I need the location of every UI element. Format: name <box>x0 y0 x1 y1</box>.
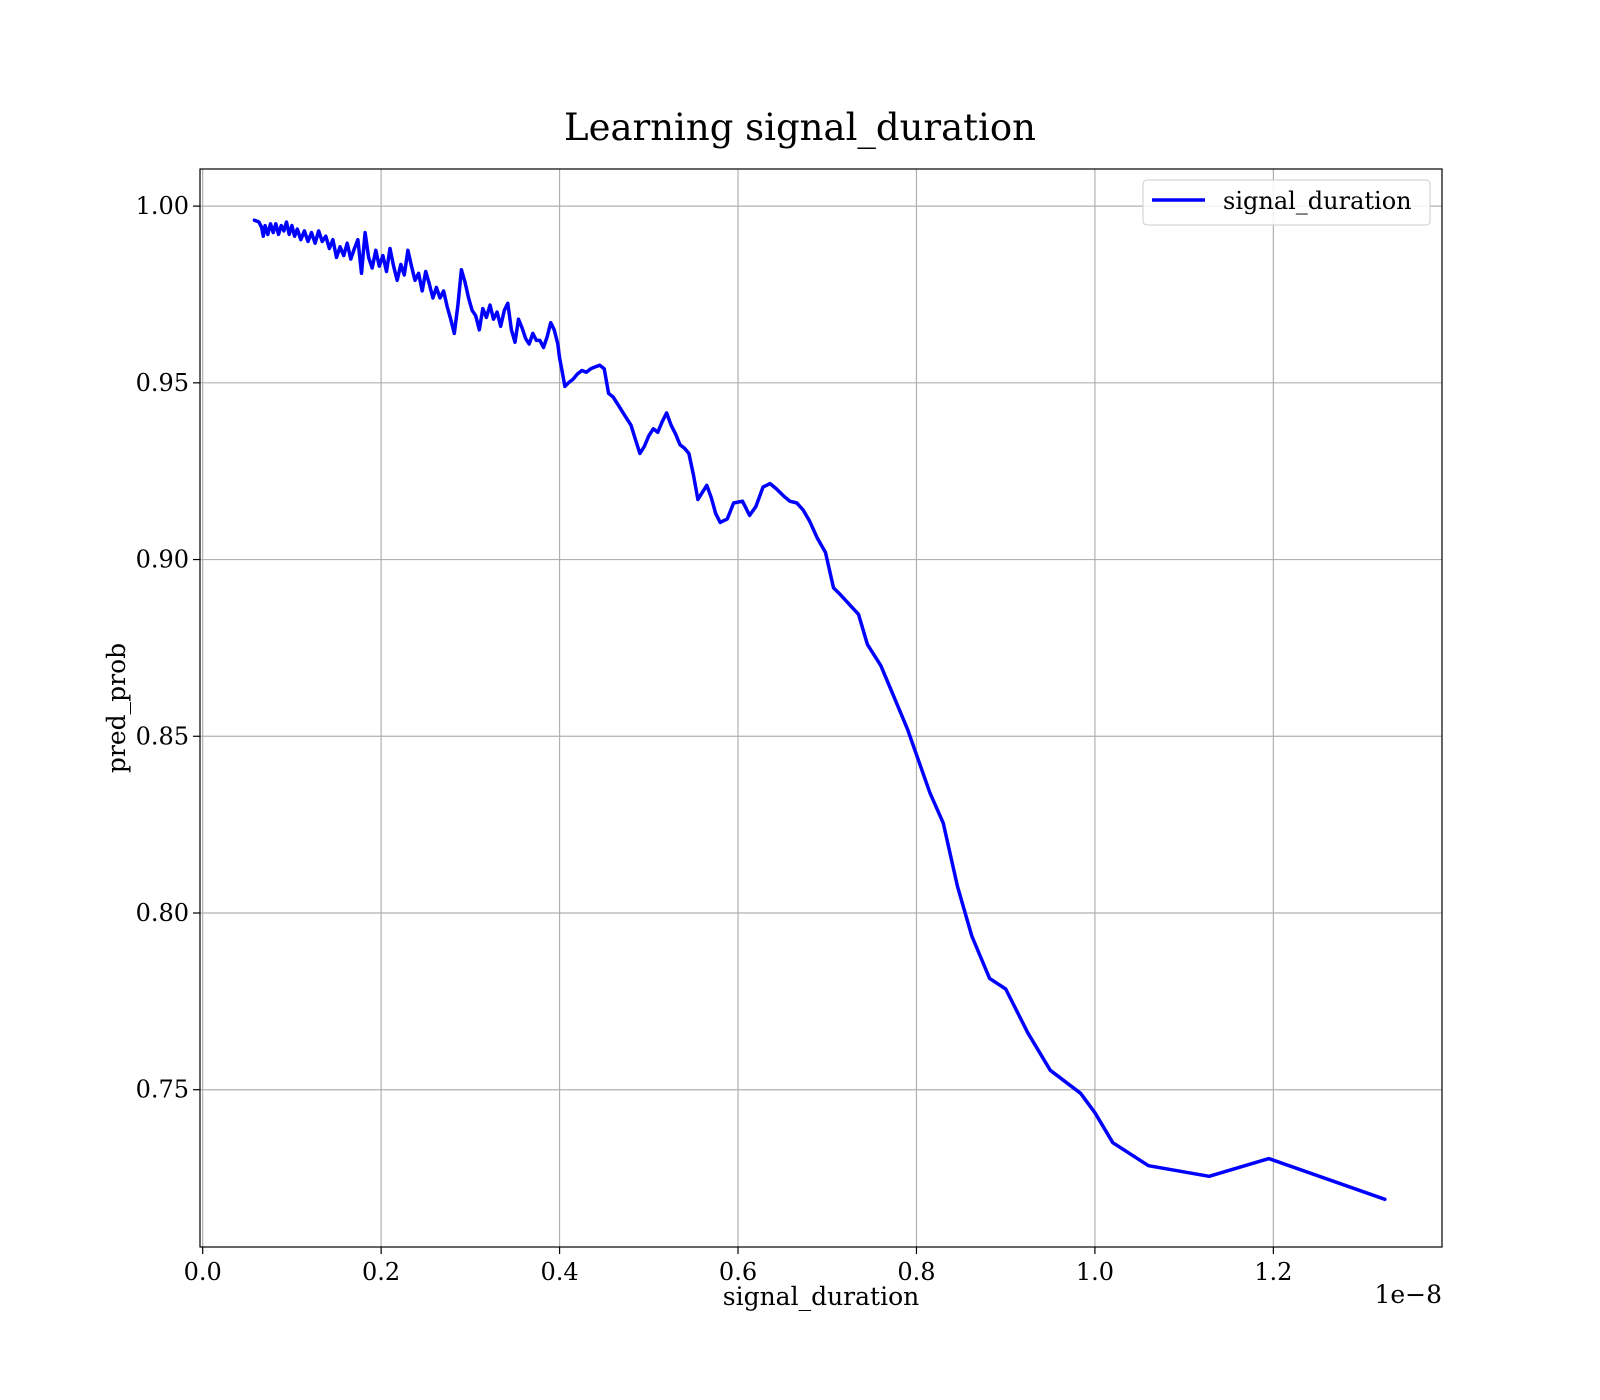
y-tick-label: 0.90 <box>136 546 189 574</box>
x-tick-label: 0.8 <box>897 1258 935 1286</box>
x-tick-label: 0.0 <box>184 1258 222 1286</box>
y-tick-label: 1.00 <box>136 192 189 220</box>
y-tick-label: 0.75 <box>136 1076 189 1104</box>
y-tick-label: 0.80 <box>136 899 189 927</box>
legend: signal_duration <box>1142 179 1431 226</box>
legend-label-signal-duration: signal_duration <box>1223 187 1412 215</box>
x-axis-ticks: 0.0 0.2 0.4 0.6 0.8 1.0 1.2 <box>184 1247 1292 1286</box>
legend-box <box>1142 179 1431 226</box>
x-tick-label: 1.0 <box>1076 1258 1114 1286</box>
y-axis-label: pred_prob <box>102 643 131 773</box>
plot-frame <box>199 168 1443 1248</box>
series-line-signal-duration <box>252 218 1387 1202</box>
plot-area <box>200 169 1442 1247</box>
x-tick-label: 0.6 <box>719 1258 757 1286</box>
x-axis-label: signal_duration <box>723 1282 919 1311</box>
y-axis-ticks: 0.75 0.80 0.85 0.90 0.95 1.00 <box>136 192 200 1104</box>
chart-title: Learning signal_duration <box>564 106 1036 150</box>
x-tick-label: 0.4 <box>540 1258 578 1286</box>
x-axis-offset-text: 1e−8 <box>1374 1280 1442 1309</box>
y-tick-label: 0.85 <box>136 722 189 750</box>
series-layer <box>252 218 1387 1202</box>
x-tick-label: 1.2 <box>1254 1258 1292 1286</box>
y-tick-label: 0.95 <box>136 369 189 397</box>
x-tick-label: 0.2 <box>362 1258 400 1286</box>
